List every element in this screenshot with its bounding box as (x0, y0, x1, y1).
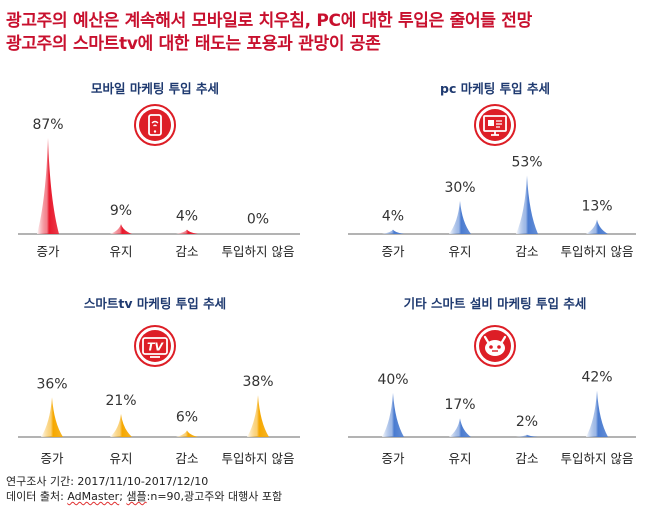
category-label-1: 증가 (381, 451, 405, 466)
category-label-1: 증가 (381, 244, 405, 259)
chart-panel-1: 모바일 마케팅 투입 추세 87% 증가 9% 유지 4% 감소 0% 투입하지 않음 (18, 81, 300, 259)
category-label-4: 투입하지 않음 (222, 244, 295, 259)
spike-bar-3 (516, 175, 538, 234)
headline-line-1: 광고주의 예산은 계속해서 모바일로 치우침, PC에 대한 투입은 줄어들 전… (6, 11, 532, 31)
data-label-1: 87% (32, 117, 63, 133)
data-label-2: 17% (444, 397, 475, 413)
category-label-2: 유지 (109, 451, 132, 466)
category-label-3: 감소 (515, 244, 538, 259)
data-label-4: 0% (247, 212, 269, 228)
spike-bar-1 (382, 229, 404, 234)
footer-source-prefix: 데이터 출처: (6, 490, 68, 503)
category-label-1: 증가 (40, 451, 64, 466)
monitor-lines (496, 120, 502, 128)
data-label-4: 42% (581, 370, 612, 386)
data-label-1: 4% (382, 209, 404, 225)
category-label-2: 유지 (448, 244, 471, 259)
chart-title: 스마트tv 마케팅 투입 추세 (84, 296, 226, 311)
spike-bar-1 (37, 138, 59, 234)
chart-panel-2: pc 마케팅 투입 추세 4% 증가 30% 유지 53% 감소 13% 투입하지 않음 (348, 81, 636, 259)
category-label-2: 유지 (109, 244, 132, 259)
category-label-1: 증가 (36, 244, 60, 259)
spike-bar-3 (516, 434, 538, 437)
chart-panel-4: 기타 스마트 설비 마케팅 투입 추세 40% 증가 17% 유지 2% 감소 42% 투입하지… (348, 296, 636, 466)
category-label-3: 감소 (175, 244, 198, 259)
footer-source-sep: ; (119, 490, 127, 503)
footer-source: 데이터 출처: AdMaster; 샘플:n=90,광고주와 대행사 포함 (6, 488, 282, 504)
chart-title: 모바일 마케팅 투입 추세 (91, 81, 219, 96)
spike-bar-2 (449, 200, 471, 234)
chart-panel-3: 스마트tv 마케팅 투입 추세 TV 36% 증가 21% 유지 6% 감소 38% 투입하지 않… (18, 296, 300, 466)
spike-bar-3 (176, 430, 198, 437)
spike-bar-1 (41, 397, 63, 437)
data-label-2: 9% (110, 203, 132, 219)
monitor-stand (491, 131, 499, 136)
footer-sample-word: 샘플 (126, 490, 147, 503)
robot-eye-left (489, 345, 493, 349)
icon-disc (479, 109, 511, 141)
data-label-2: 21% (105, 393, 136, 409)
spike-bar-4 (247, 395, 269, 437)
footer-source-name: AdMaster (67, 490, 120, 503)
category-label-4: 투입하지 않음 (222, 451, 295, 466)
headline-line-2: 광고주의 스마트tv에 대한 태도는 포용과 관망이 공존 (6, 34, 381, 54)
data-label-3: 6% (176, 409, 198, 425)
phone-signal (151, 120, 159, 127)
spike-bar-3 (176, 229, 198, 234)
spike-bar-4 (586, 390, 608, 437)
category-label-4: 투입하지 않음 (561, 244, 634, 259)
data-label-3: 4% (176, 209, 198, 225)
robot-ears (483, 335, 507, 344)
tv-icon-text: TV (147, 341, 165, 354)
data-label-1: 40% (377, 372, 408, 388)
footer-sample-rest: :n=90,광고주와 대행사 포함 (146, 490, 283, 503)
data-label-4: 38% (242, 374, 273, 390)
spike-bar-1 (382, 392, 404, 437)
footer-period: 연구조사 기간: 2017/11/10-2017/12/10 (6, 475, 209, 488)
phone-body (148, 114, 162, 136)
data-label-4: 13% (581, 199, 612, 215)
spike-bar-2 (449, 418, 471, 437)
phone-button (153, 130, 157, 133)
tv-frame (142, 337, 168, 355)
robot-head (485, 340, 505, 356)
category-label-3: 감소 (515, 451, 538, 466)
monitor-block (488, 120, 494, 126)
chart-title: pc 마케팅 투입 추세 (440, 81, 550, 96)
data-label-1: 36% (36, 376, 67, 392)
data-label-2: 30% (444, 180, 475, 196)
chart-title: 기타 스마트 설비 마케팅 투입 추세 (404, 296, 587, 311)
category-label-2: 유지 (448, 451, 471, 466)
robot-eye-right (497, 345, 501, 349)
category-label-4: 투입하지 않음 (561, 451, 634, 466)
category-label-3: 감소 (175, 451, 198, 466)
spike-bar-2 (110, 413, 132, 437)
spike-bar-2 (110, 224, 132, 234)
data-label-3: 53% (511, 155, 542, 171)
data-label-3: 2% (516, 414, 538, 430)
spike-bar-4 (586, 219, 608, 234)
